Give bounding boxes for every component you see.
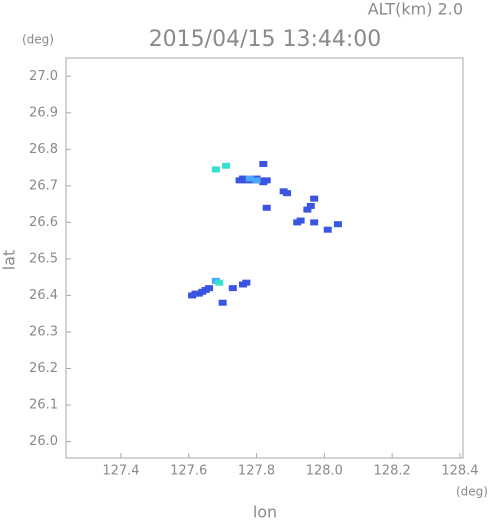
echo-point: [245, 175, 254, 182]
echo-point: [242, 279, 251, 286]
echo-point: [215, 279, 224, 286]
y-tick-label: 26.9: [29, 105, 58, 120]
echo-point: [252, 177, 261, 184]
y-unit: (deg): [22, 33, 54, 47]
x-unit: (deg): [456, 485, 488, 499]
echo-point: [228, 285, 237, 292]
x-tick-label: 127.8: [238, 464, 275, 479]
x-tick-label: 128.4: [441, 464, 478, 479]
echo-point: [218, 299, 227, 306]
echo-point: [211, 166, 220, 173]
echo-point: [323, 226, 332, 233]
y-tick-label: 26.1: [29, 398, 58, 413]
y-tick-label: 27.0: [29, 69, 58, 84]
echo-point: [333, 221, 342, 228]
echo-point: [310, 195, 319, 202]
echo-point: [222, 162, 231, 169]
y-tick-label: 26.2: [29, 361, 58, 376]
y-tick-label: 26.0: [29, 434, 58, 449]
subtitle: ALT(km) 2.0: [368, 0, 463, 19]
plot-frame: [65, 57, 464, 459]
y-tick-label: 26.4: [29, 288, 58, 303]
y-axis-label: lat: [0, 250, 19, 271]
echo-point: [262, 204, 271, 211]
x-tick-label: 127.4: [102, 464, 139, 479]
y-tick-label: 26.6: [29, 215, 58, 230]
x-tick-label: 127.6: [170, 464, 207, 479]
echo-point: [259, 179, 268, 186]
chart-title: 2015/04/15 13:44:00: [149, 27, 382, 52]
y-tick-label: 26.5: [29, 251, 58, 266]
y-tick-label: 26.8: [29, 142, 58, 157]
echo-point: [303, 206, 312, 213]
echo-point: [283, 190, 292, 197]
echo-point: [293, 219, 302, 226]
echo-point: [238, 175, 247, 182]
x-axis-label: lon: [253, 503, 277, 521]
echo-point: [259, 160, 268, 167]
x-tick-label: 128.2: [374, 464, 411, 479]
echo-point: [310, 219, 319, 226]
echo-point: [205, 285, 214, 292]
x-tick-label: 128.0: [306, 464, 343, 479]
echo-point: [306, 202, 315, 209]
y-tick-label: 26.3: [29, 324, 58, 339]
y-tick-label: 26.7: [29, 178, 58, 193]
